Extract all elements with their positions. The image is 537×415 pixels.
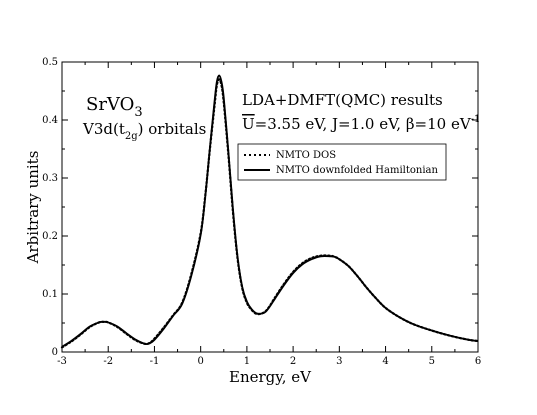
x-tick-label: 2 xyxy=(290,356,296,367)
y-tick-label: 0.3 xyxy=(42,173,58,184)
x-tick-label: 3 xyxy=(336,356,342,367)
y-tick-label: 0 xyxy=(52,347,58,358)
y-axis-label: Arbitrary units xyxy=(24,151,42,265)
compound-main-text: SrVO xyxy=(86,94,134,115)
legend-label-hamiltonian: NMTO downfolded Hamiltonian xyxy=(276,165,438,176)
x-tick-label: 6 xyxy=(475,356,481,367)
compound-subscript: 3 xyxy=(134,105,142,120)
y-tick-label: 0.2 xyxy=(42,231,58,242)
orbital-suffix: ) orbitals xyxy=(138,120,207,138)
y-tick-label: 0.5 xyxy=(42,57,58,68)
x-tick-label: 0 xyxy=(197,356,203,367)
tick-labels: -3 -2 -1 0 1 2 3 4 5 6 0 0.1 0.2 0.3 0.4 0.5 xyxy=(42,57,481,367)
legend: NMTO DOS NMTO downfolded Hamiltonian xyxy=(237,143,447,181)
orbital-subscript: 2g xyxy=(125,131,138,142)
method-annotation: LDA+DMFT(QMC) results xyxy=(242,91,443,109)
params-superscript: -1 xyxy=(471,114,481,125)
x-tick-label: -3 xyxy=(57,356,67,367)
x-tick-label: -2 xyxy=(103,356,113,367)
series-line-nmto-hamiltonian xyxy=(61,74,479,348)
series-lines xyxy=(60,74,480,349)
orbital-prefix: V3d(t xyxy=(82,120,125,138)
ticks xyxy=(61,61,479,353)
x-tick-label: 5 xyxy=(429,356,435,367)
orbital-annotation: V3d(t2g) orbitals xyxy=(82,120,206,142)
x-tick-label: -1 xyxy=(150,356,160,367)
y-tick-label: 0.1 xyxy=(42,289,58,300)
params-u: U xyxy=(242,115,255,133)
params-annotation: U=3.55 eV, J=1.0 eV, β=10 eV-1 xyxy=(242,114,480,133)
legend-box xyxy=(237,143,447,181)
x-tick-label: 4 xyxy=(382,356,388,367)
params-text: =3.55 eV, J=1.0 eV, β=10 eV xyxy=(255,115,472,133)
y-tick-label: 0.4 xyxy=(42,115,58,126)
x-axis-label: Energy, eV xyxy=(229,368,312,386)
compound-annotation: SrVO3 xyxy=(86,94,143,120)
x-tick-label: 1 xyxy=(244,356,250,367)
legend-label-dos: NMTO DOS xyxy=(276,150,336,161)
